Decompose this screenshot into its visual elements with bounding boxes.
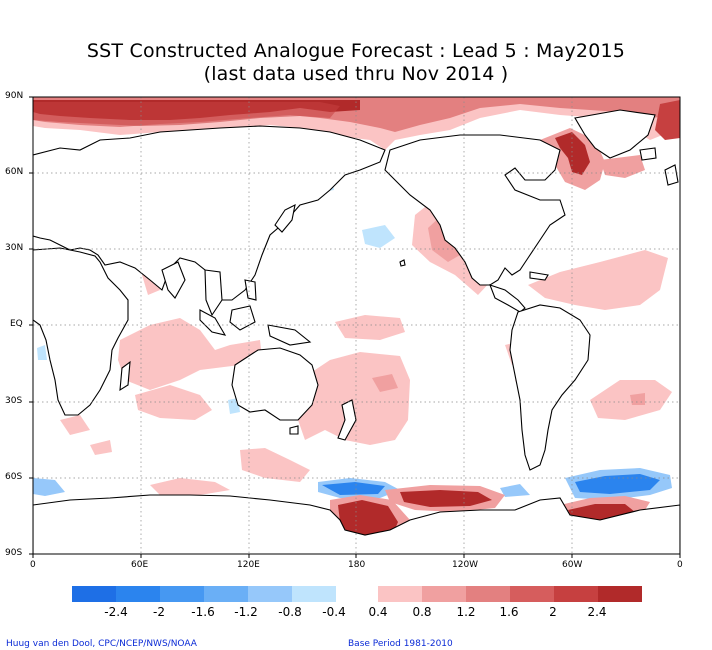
lon-label-120e: 120E bbox=[237, 560, 260, 570]
colorbar-swatch-positive bbox=[598, 586, 642, 602]
colorbar-label: -2.4 bbox=[104, 605, 128, 619]
cuba bbox=[529, 271, 549, 281]
colorbar-swatch-positive bbox=[554, 586, 598, 602]
colorbar-label: 2.4 bbox=[587, 605, 607, 619]
lon-label-0-right: 0 bbox=[677, 560, 683, 570]
lon-label-60e: 60E bbox=[131, 560, 149, 570]
lon-label-180: 180 bbox=[348, 560, 366, 570]
map-subtitle: (last data used thru Nov 2014 ) bbox=[203, 63, 509, 85]
eurasia-landmass bbox=[33, 125, 386, 301]
colorbar-label: -1.2 bbox=[234, 605, 258, 619]
lon-label-60w: 60W bbox=[562, 560, 583, 570]
central-america bbox=[489, 284, 526, 313]
colorbar-label: -0.4 bbox=[322, 605, 346, 619]
anomaly-w-indian-negative bbox=[37, 345, 47, 360]
india-peninsula bbox=[161, 261, 186, 299]
colorbar-swatch-positive bbox=[378, 586, 422, 602]
anomaly-tasman bbox=[240, 448, 310, 482]
colorbar-label: 1.6 bbox=[499, 605, 519, 619]
new-guinea bbox=[267, 324, 312, 346]
credit-author: Huug van den Dool, CPC/NCEP/NWS/NOAA bbox=[6, 639, 197, 649]
colorbar-label: -0.8 bbox=[278, 605, 302, 619]
anomaly-labrador-east bbox=[600, 155, 645, 178]
japan bbox=[274, 204, 296, 233]
anomaly-trop-atlantic bbox=[528, 250, 668, 310]
colorbar-swatch-negative bbox=[116, 586, 160, 602]
antarctica-landmass bbox=[33, 494, 680, 554]
colorbar-label: 0.8 bbox=[412, 605, 432, 619]
anomaly-south-pacific-core bbox=[372, 374, 398, 392]
philippines bbox=[244, 279, 257, 301]
colorbar-swatch-positive bbox=[466, 586, 510, 602]
hawaii bbox=[399, 259, 406, 267]
north-america-landmass bbox=[384, 134, 566, 286]
credit-base-period: Base Period 1981-2010 bbox=[348, 639, 453, 649]
lon-label-120w: 120W bbox=[452, 560, 479, 570]
anomaly-amundsen-core bbox=[400, 490, 492, 507]
lon-label-0: 0 bbox=[30, 560, 36, 570]
lat-label-90n: 90N bbox=[5, 91, 24, 101]
anomaly-southern-indian-band bbox=[60, 415, 230, 495]
anomaly-indian-ocean bbox=[118, 318, 262, 390]
new-zealand bbox=[337, 399, 357, 441]
indochina bbox=[204, 269, 223, 317]
map-title: SST Constructed Analogue Forecast : Lead… bbox=[86, 40, 626, 62]
south-america-landmass bbox=[509, 304, 591, 471]
colorbar-swatch-positive bbox=[510, 586, 554, 602]
colorbar-label: -1.6 bbox=[191, 605, 215, 619]
anomaly-eq-pacific bbox=[335, 315, 405, 340]
anomaly-south-pacific bbox=[298, 352, 410, 445]
tasmania bbox=[289, 425, 299, 435]
lat-label-30s: 30S bbox=[5, 396, 23, 406]
lat-label-60n: 60N bbox=[5, 167, 24, 177]
colorbar-swatch-negative bbox=[292, 586, 336, 602]
colorbar-label: 0.4 bbox=[368, 605, 388, 619]
anomaly-baffin-core bbox=[555, 132, 590, 175]
colorbar-label: 2 bbox=[549, 605, 557, 619]
lat-label-60s: 60S bbox=[5, 472, 23, 482]
anomaly-ross-sea-core bbox=[338, 500, 398, 540]
iceland bbox=[639, 147, 657, 161]
colorbar-label: -2 bbox=[153, 605, 165, 619]
anomaly-south-indian bbox=[135, 385, 212, 420]
colorbar-label: 1.2 bbox=[456, 605, 476, 619]
lat-label-30n: 30N bbox=[5, 243, 24, 253]
colorbar bbox=[72, 586, 642, 602]
borneo bbox=[229, 305, 256, 331]
colorbar-swatch-negative bbox=[72, 586, 116, 602]
colorbar-swatch-negative bbox=[248, 586, 292, 602]
anomaly-south-atlantic-core bbox=[630, 393, 645, 405]
anomaly-arctic-core-2 bbox=[33, 102, 340, 126]
africa-landmass bbox=[33, 247, 129, 416]
madagascar bbox=[119, 360, 131, 392]
colorbar-swatch-positive bbox=[422, 586, 466, 602]
lat-label-90s: 90S bbox=[5, 548, 23, 558]
anomaly-southern-ocean-negative-core bbox=[322, 474, 660, 495]
australia-landmass bbox=[231, 347, 319, 421]
british-isles bbox=[664, 164, 679, 186]
sumatra bbox=[199, 309, 227, 336]
anomaly-greenland-sea bbox=[655, 100, 680, 140]
anomaly-npac-negative bbox=[362, 225, 395, 248]
lat-label-eq: EQ bbox=[10, 319, 23, 329]
colorbar-swatch-negative bbox=[204, 586, 248, 602]
axis-ticks bbox=[29, 96, 681, 558]
greenland bbox=[574, 109, 656, 159]
coastlines bbox=[33, 109, 680, 554]
colorbar-swatch-negative bbox=[160, 586, 204, 602]
